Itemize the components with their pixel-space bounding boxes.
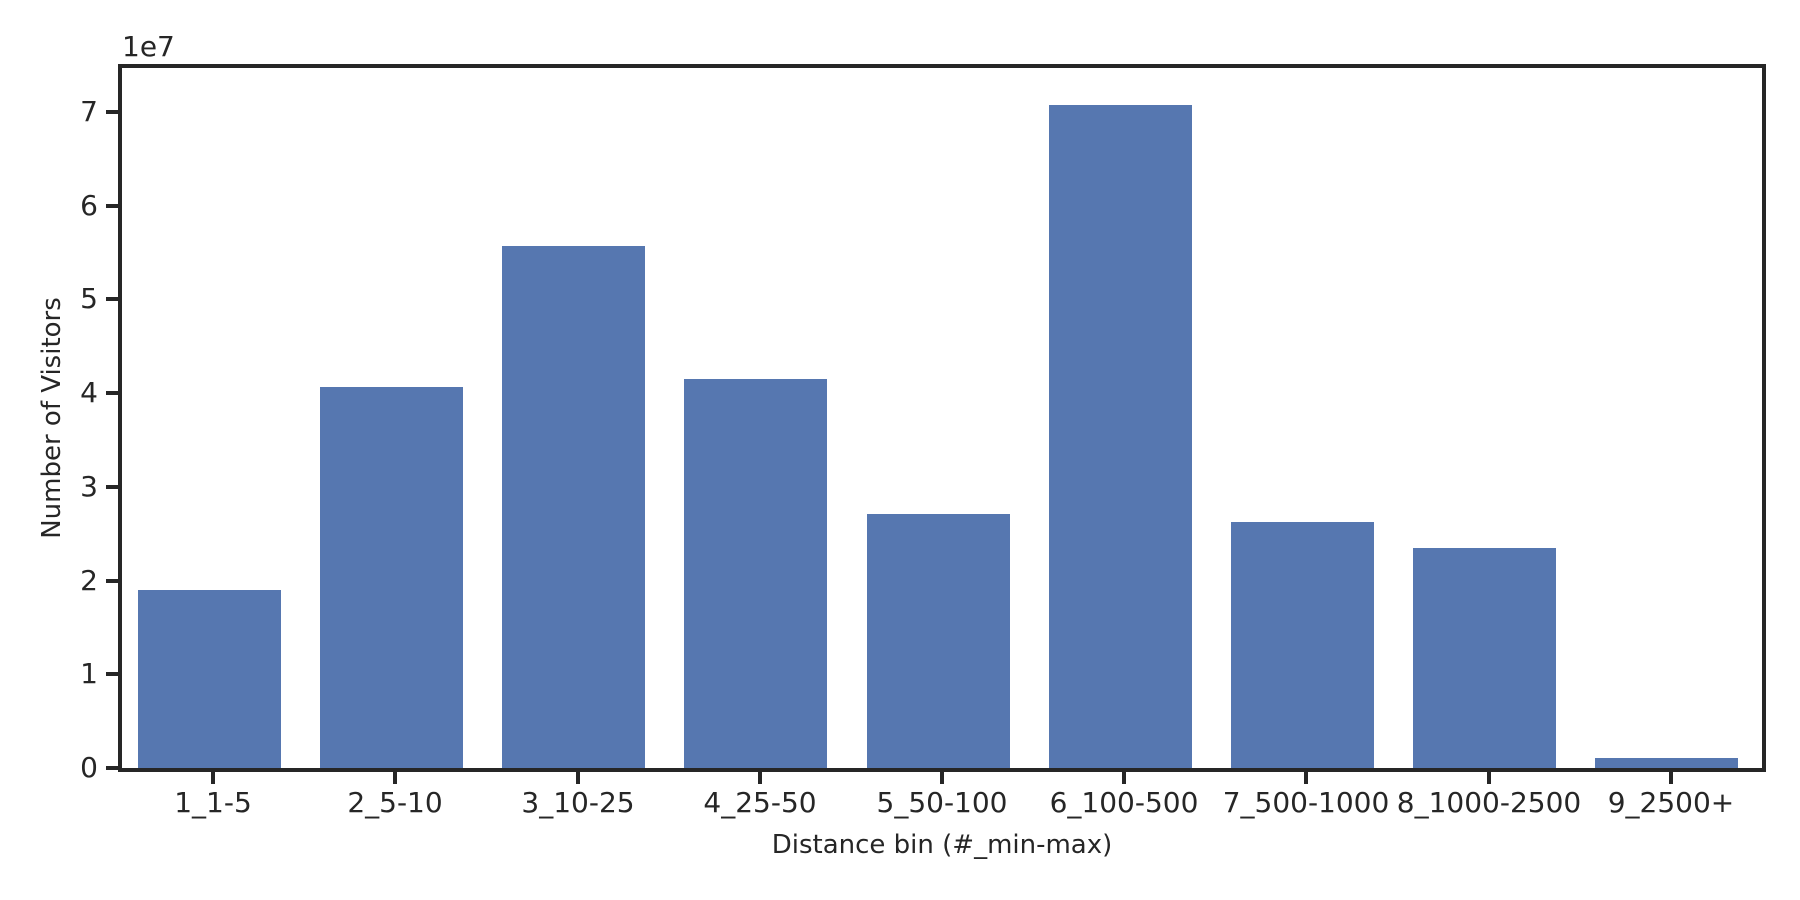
bar-4_25-50: [684, 379, 827, 768]
x-tick-mark: [758, 772, 762, 784]
bar-3_10-25: [502, 246, 645, 768]
y-tick-label: 6: [80, 189, 98, 222]
y-tick-mark: [106, 110, 118, 114]
x-tick-mark: [393, 772, 397, 784]
x-tick-mark: [1122, 772, 1126, 784]
y-tick-mark: [106, 579, 118, 583]
bar-5_50-100: [867, 514, 1010, 768]
bar-6_100-500: [1049, 105, 1192, 768]
x-tick-label: 1_1-5: [174, 786, 252, 819]
x-tick-mark: [1669, 772, 1673, 784]
x-tick-label: 7_500-1000: [1222, 786, 1390, 819]
y-tick-label: 1: [80, 657, 98, 690]
bar-1_1-5: [138, 590, 281, 768]
y-tick-mark: [106, 391, 118, 395]
x-tick-label: 8_1000-2500: [1396, 786, 1582, 819]
x-tick-mark: [940, 772, 944, 784]
y-tick-label: 2: [80, 564, 98, 597]
y-tick-mark: [106, 672, 118, 676]
bar-2_5-10: [320, 387, 463, 768]
y-tick-label: 5: [80, 282, 98, 315]
y-tick-mark: [106, 766, 118, 770]
bar-9_2500+: [1595, 758, 1738, 768]
x-axis-title: Distance bin (#_min-max): [771, 830, 1113, 860]
x-tick-mark: [576, 772, 580, 784]
y-tick-label: 7: [80, 95, 98, 128]
y-tick-label: 4: [80, 376, 98, 409]
y-axis-title: Number of Visitors: [37, 297, 67, 539]
plot-area: [118, 64, 1766, 772]
y-tick-label: 0: [80, 751, 98, 784]
x-tick-mark: [1487, 772, 1491, 784]
x-tick-label: 2_5-10: [347, 786, 443, 819]
x-tick-label: 4_25-50: [703, 786, 817, 819]
x-tick-mark: [1304, 772, 1308, 784]
x-tick-mark: [211, 772, 215, 784]
y-tick-mark: [106, 485, 118, 489]
x-tick-label: 5_50-100: [876, 786, 1008, 819]
y-tick-mark: [106, 297, 118, 301]
bar-7_500-1000: [1231, 522, 1374, 768]
x-tick-label: 9_2500+: [1607, 786, 1735, 819]
y-tick-label: 3: [80, 470, 98, 503]
x-tick-label: 3_10-25: [521, 786, 635, 819]
bar-8_1000-2500: [1413, 548, 1556, 768]
y-axis-offset-label: 1e7: [122, 30, 175, 63]
y-tick-mark: [106, 204, 118, 208]
x-tick-label: 6_100-500: [1049, 786, 1199, 819]
